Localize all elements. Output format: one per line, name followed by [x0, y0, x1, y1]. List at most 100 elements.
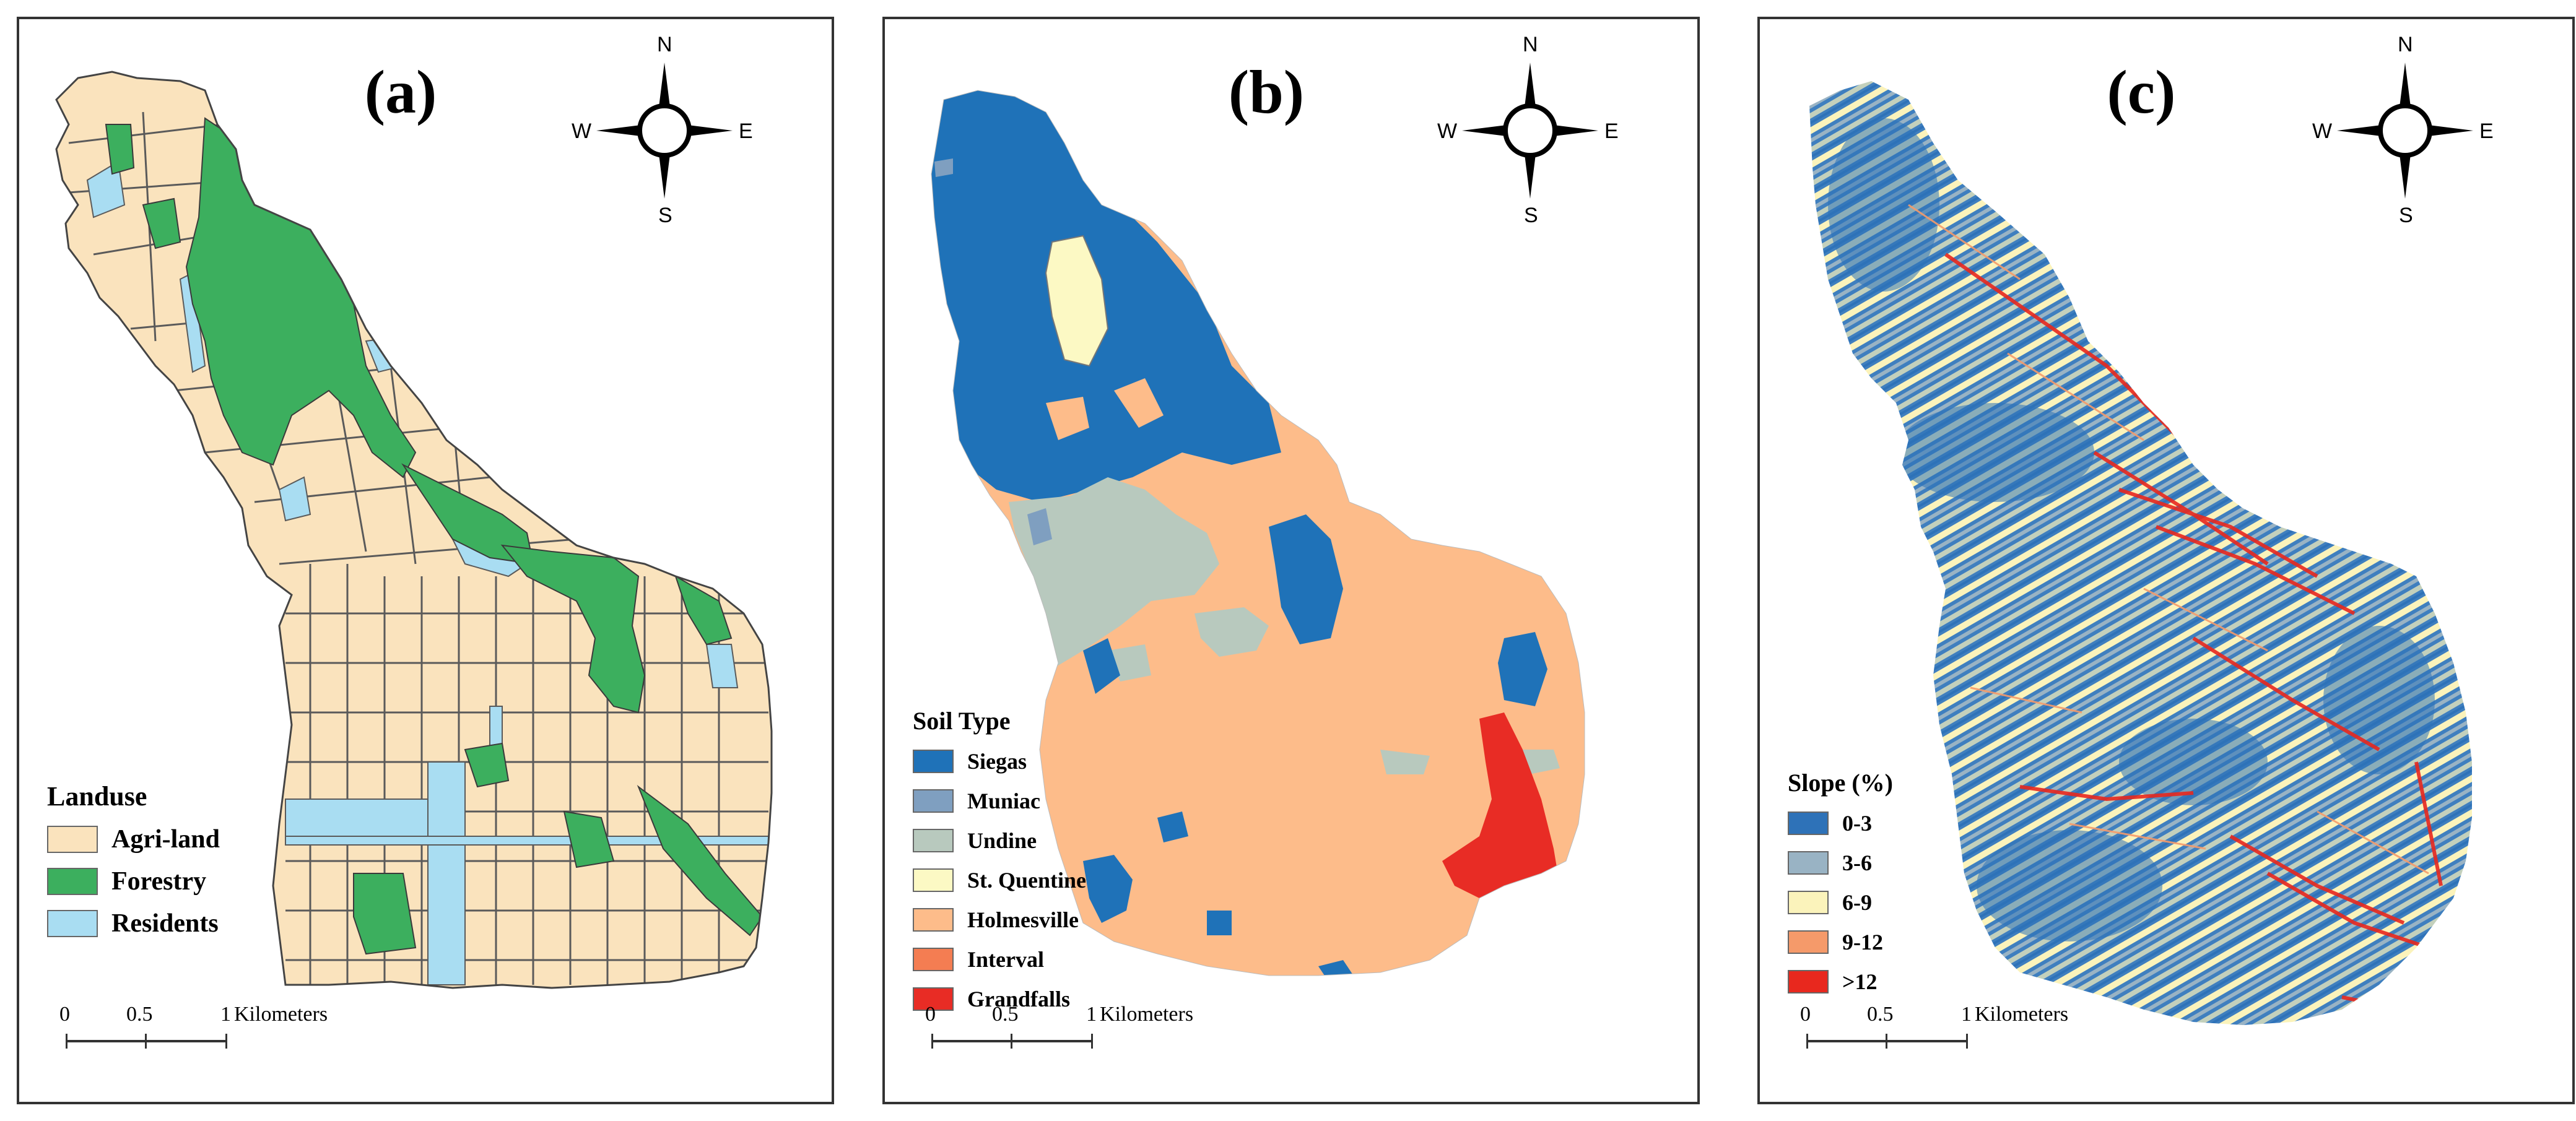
- legend-swatch: [1788, 851, 1829, 875]
- legend-item: Siegas: [913, 742, 1086, 781]
- compass-rose: N S W E: [2312, 33, 2494, 227]
- legend-label: 0-3: [1842, 811, 1872, 836]
- scale-tick-label: 0: [925, 1003, 936, 1026]
- legend-item: Holmesville: [913, 900, 1086, 940]
- legend-label: Grandfalls: [967, 987, 1071, 1011]
- legend-label: 6-9: [1842, 890, 1872, 915]
- legend-label: Interval: [967, 947, 1044, 972]
- legend-label: Holmesville: [967, 907, 1079, 932]
- legend-item: Agri-land: [47, 818, 220, 860]
- legend-item: 9-12: [1788, 922, 1893, 962]
- scale-tick-label: 0.5: [1867, 1003, 1894, 1026]
- legend-swatch: [1788, 812, 1829, 835]
- scale-tick: [145, 1034, 147, 1049]
- legend-title: Landuse: [47, 781, 147, 812]
- legend-item: Undine: [913, 821, 1086, 860]
- legend-label: Undine: [967, 828, 1037, 853]
- compass-west: W: [572, 119, 592, 143]
- compass-icon: [596, 63, 733, 199]
- legend-swatch: [913, 750, 954, 773]
- panel-c-label: (c): [2107, 58, 2176, 126]
- legend-swatch: [1788, 930, 1829, 954]
- legend-swatch: [913, 987, 954, 1011]
- legend-item: 3-6: [1788, 843, 1893, 883]
- soil-type-map: [931, 90, 1585, 976]
- legend-item: Grandfalls: [913, 979, 1086, 1019]
- legend-swatch: [913, 908, 954, 932]
- watershed-boundary: [55, 71, 773, 989]
- scale-tick-label: 0: [59, 1003, 70, 1026]
- legend-swatch: [1788, 891, 1829, 914]
- legend-item: Forestry: [47, 860, 220, 902]
- scale-tick: [1806, 1034, 1808, 1049]
- legend-label: 9-12: [1842, 930, 1883, 954]
- scale-tick: [1091, 1034, 1093, 1049]
- legend-swatch: [913, 829, 954, 852]
- scale-bar: 0 0.5 1 Kilometers: [919, 1003, 1193, 1065]
- scale-tick-label: 0.5: [992, 1003, 1019, 1026]
- scale-bar: 0 0.5 1 Kilometers: [1794, 1003, 2068, 1065]
- legend-swatch: [913, 868, 954, 892]
- legend-item: 0-3: [1788, 803, 1893, 843]
- legend-item: St. Quentine: [913, 860, 1086, 900]
- scale-tick: [66, 1034, 67, 1049]
- watershed-boundary: [931, 90, 1585, 976]
- legend-item: Interval: [913, 940, 1086, 979]
- scale-tick-label: 1: [220, 1003, 231, 1026]
- compass-west: W: [2312, 119, 2333, 143]
- legend-item: Residents: [47, 902, 220, 945]
- soil-type-legend: Soil Type Siegas Muniac Undine St. Quent…: [913, 706, 1086, 1019]
- legend-label: Siegas: [967, 749, 1027, 774]
- scale-tick: [1886, 1034, 1887, 1049]
- legend-label: St. Quentine: [967, 868, 1087, 893]
- panel-a-label: (a): [364, 58, 437, 126]
- scale-tick: [931, 1034, 933, 1049]
- legend-label: Residents: [111, 909, 219, 938]
- compass-west: W: [1437, 119, 1458, 143]
- compass-north: N: [657, 33, 672, 56]
- scale-tick-label: 1: [1086, 1003, 1097, 1026]
- compass-icon: [2337, 63, 2473, 199]
- legend-label: >12: [1842, 969, 1878, 994]
- legend-item: >12: [1788, 962, 1893, 1002]
- compass-south: S: [658, 204, 672, 227]
- legend-label: Muniac: [967, 789, 1041, 813]
- compass-north: N: [1523, 33, 1538, 56]
- slope-map: [1809, 81, 2472, 1025]
- legend-swatch: [47, 910, 98, 937]
- legend-swatch: [47, 868, 98, 895]
- legend-label: Agri-land: [111, 825, 220, 854]
- legend-item: Muniac: [913, 781, 1086, 821]
- scale-tick-label: 0: [1800, 1003, 1811, 1026]
- scale-tick: [1011, 1034, 1012, 1049]
- legend-swatch: [1788, 970, 1829, 993]
- legend-swatch: [913, 789, 954, 813]
- compass-north: N: [2398, 33, 2413, 56]
- compass-icon: [1462, 63, 1598, 199]
- compass-south: S: [1524, 204, 1538, 227]
- scale-unit: Kilometers: [1100, 1003, 1194, 1026]
- scale-bar: 0 0.5 1 Kilometers: [53, 1003, 328, 1065]
- compass-south: S: [2399, 204, 2413, 227]
- legend-title: Slope (%): [1788, 769, 1893, 797]
- compass-rose: N S W E: [1437, 33, 1619, 227]
- scale-tick: [225, 1034, 227, 1049]
- scale-tick: [1966, 1034, 1968, 1049]
- panel-c-slope-map: (c) N S W E Slope (%) 0-3 3-6 6-9 9-12 >…: [1757, 17, 2575, 1104]
- landuse-legend: Landuse Agri-land Forestry Residents: [47, 781, 220, 945]
- compass-east: E: [1604, 119, 1619, 143]
- legend-swatch: [47, 826, 98, 853]
- panel-b-soil-map: (b) N S W E Soil Type Siegas Muniac Undi…: [882, 17, 1700, 1104]
- compass-east: E: [2479, 119, 2494, 143]
- panel-b-label: (b): [1228, 58, 1305, 126]
- legend-label: 3-6: [1842, 850, 1872, 875]
- compass-rose: N S W E: [572, 33, 753, 227]
- legend-label: Forestry: [111, 867, 207, 896]
- scale-tick-label: 1: [1961, 1003, 1972, 1026]
- legend-title: Soil Type: [913, 707, 1011, 735]
- legend-swatch: [913, 948, 954, 971]
- compass-east: E: [739, 119, 753, 143]
- scale-tick-label: 0.5: [126, 1003, 153, 1026]
- legend-item: 6-9: [1788, 883, 1893, 922]
- panel-a-landuse-map: (a) N S W E Landuse Agri-land Forestry R…: [17, 17, 834, 1104]
